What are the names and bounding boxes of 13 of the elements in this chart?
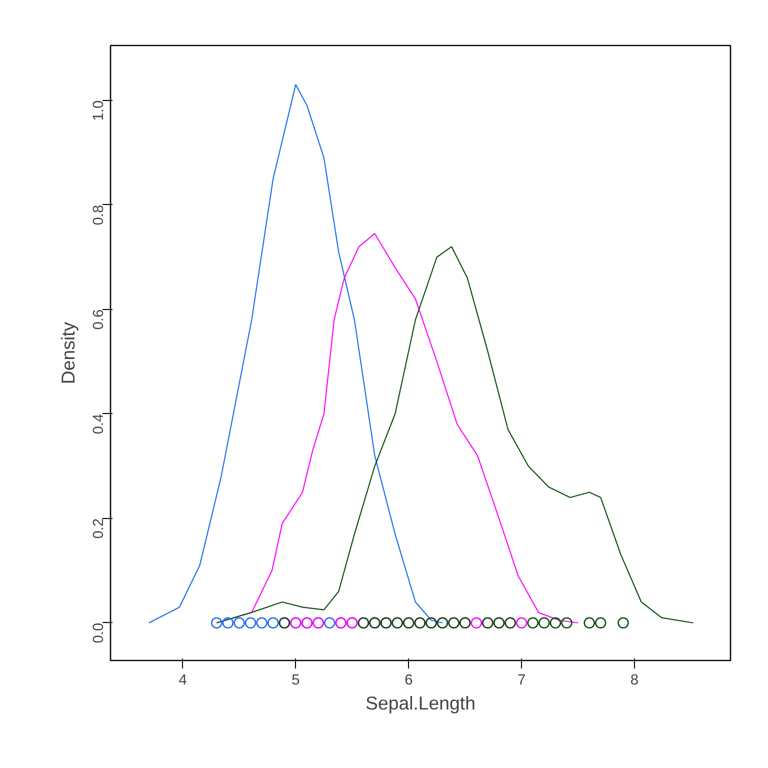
x-tick-label: 5 (292, 672, 300, 688)
x-tick-label: 4 (178, 672, 187, 688)
y-tick-label: 0.8 (91, 204, 107, 226)
y-tick-label: 0.6 (91, 309, 107, 330)
y-tick-label: 1.0 (91, 100, 107, 121)
y-axis-title: Density (58, 321, 78, 384)
x-tick-label: 8 (630, 672, 639, 688)
y-tick-label: 0.4 (91, 414, 107, 434)
y-tick-label: 0.2 (91, 518, 107, 539)
x-tick-label: 6 (404, 672, 413, 688)
x-tick-label: 7 (518, 672, 526, 688)
y-tick-label: 0.0 (91, 622, 107, 644)
x-axis-title: Sepal.Length (366, 692, 476, 714)
